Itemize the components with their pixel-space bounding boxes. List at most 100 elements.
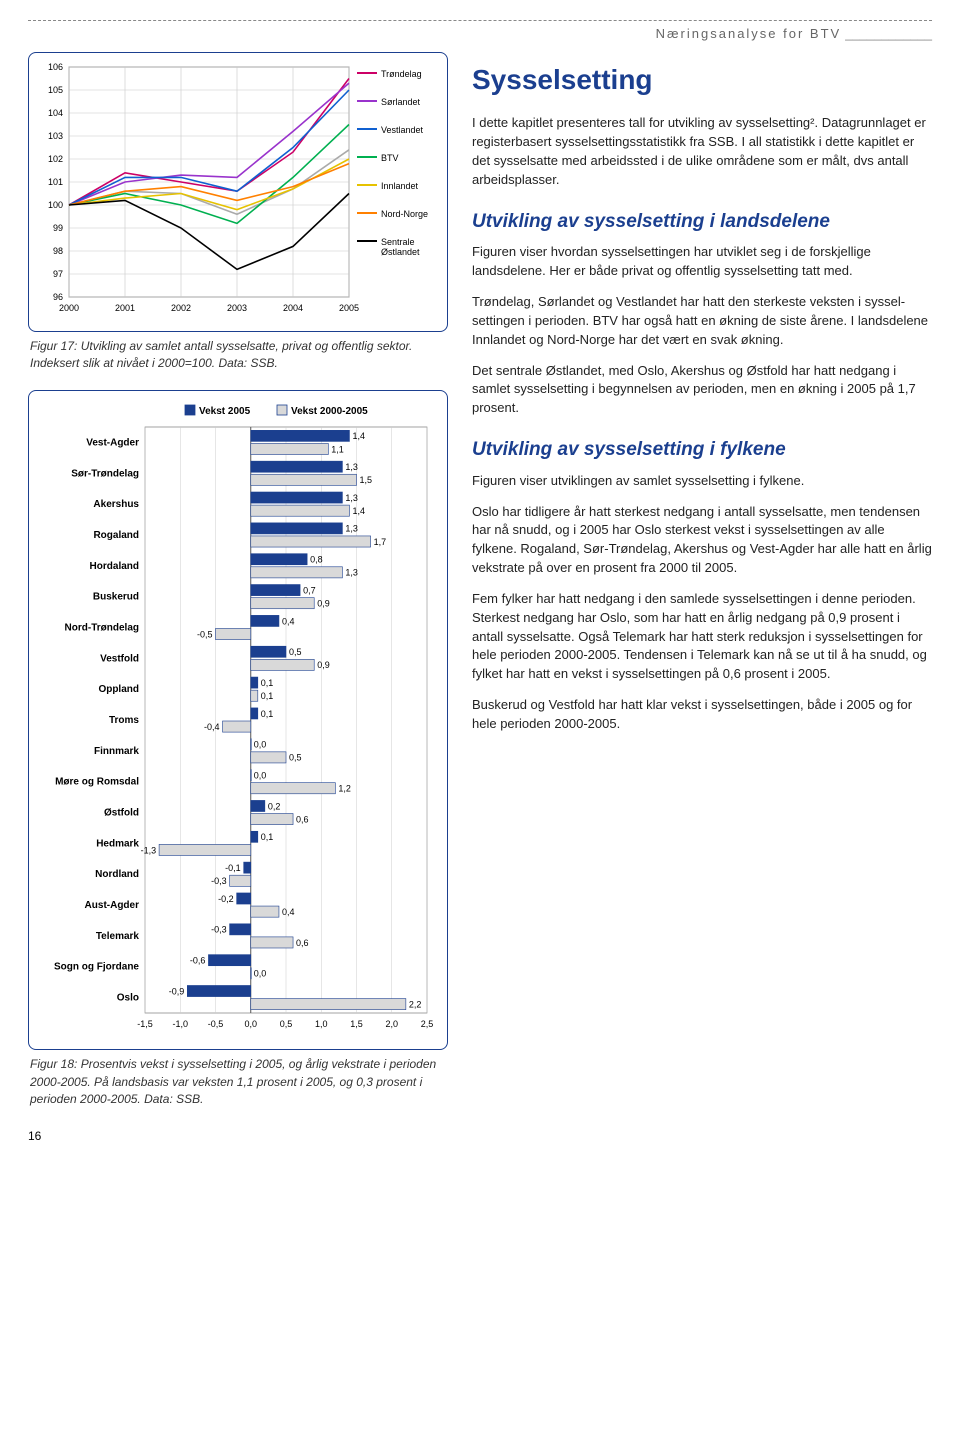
svg-text:Sentrale: Sentrale: [381, 237, 415, 247]
svg-text:Østlandet: Østlandet: [381, 247, 420, 257]
top-rule: [28, 20, 932, 21]
svg-text:-0,3: -0,3: [211, 877, 227, 887]
svg-text:Telemark: Telemark: [96, 931, 140, 942]
svg-text:Møre og Romsdal: Møre og Romsdal: [55, 777, 139, 788]
svg-text:-1,3: -1,3: [141, 846, 157, 856]
bar-chart-svg: Vekst 2005 Vekst 2000-2005 -1,5 -1,0 -0,5 0,0…: [35, 397, 443, 1037]
svg-text:Nord-Norge: Nord-Norge: [381, 209, 428, 219]
svg-text:-0,9: -0,9: [169, 987, 185, 997]
svg-text:1,3: 1,3: [345, 524, 358, 534]
svg-text:2,2: 2,2: [409, 1000, 422, 1010]
figure-17-caption: Figur 17: Utvikling av samlet antall sys…: [30, 338, 446, 373]
svg-text:Rogaland: Rogaland: [93, 530, 139, 541]
svg-text:1,4: 1,4: [352, 506, 365, 516]
svg-text:1,0: 1,0: [315, 1019, 328, 1029]
svg-text:1,5: 1,5: [360, 476, 373, 486]
svg-text:1,3: 1,3: [345, 493, 358, 503]
svg-text:Hedmark: Hedmark: [96, 839, 139, 850]
svg-text:0,4: 0,4: [282, 617, 295, 627]
svg-text:98: 98: [53, 246, 63, 256]
svg-text:1,3: 1,3: [345, 568, 358, 578]
svg-text:Nordland: Nordland: [95, 870, 139, 881]
figure-18-chart: Vekst 2005 Vekst 2000-2005 -1,5 -1,0 -0,5 0,0…: [28, 390, 448, 1050]
svg-text:2003: 2003: [227, 303, 247, 313]
svg-text:1,1: 1,1: [331, 445, 344, 455]
svg-text:0,4: 0,4: [282, 907, 295, 917]
svg-text:0,0: 0,0: [244, 1019, 257, 1029]
svg-text:0,1: 0,1: [261, 678, 274, 688]
svg-text:-0,5: -0,5: [208, 1019, 224, 1029]
page-number: 16: [28, 1128, 448, 1145]
svg-text:Sørlandet: Sørlandet: [381, 97, 421, 107]
svg-text:0,6: 0,6: [296, 938, 309, 948]
header-title: Næringsanalyse for BTV: [656, 26, 842, 41]
paragraph: Trøndelag, Sørlandet og Vestlandet har h…: [472, 293, 932, 350]
paragraph: Oslo har tidligere år hatt sterkest nedg…: [472, 503, 932, 578]
svg-text:0,8: 0,8: [310, 555, 323, 565]
svg-text:0,0: 0,0: [254, 740, 267, 750]
line-chart-svg: 9697989910010110210310410510620002001200…: [35, 59, 443, 319]
subheading-landsdelene: Utvikling av sysselsetting i landsdelene: [472, 208, 932, 236]
svg-text:0,2: 0,2: [268, 802, 281, 812]
svg-text:Vekst 2005: Vekst 2005: [199, 406, 251, 417]
svg-text:2005: 2005: [339, 303, 359, 313]
svg-text:1,5: 1,5: [350, 1019, 363, 1029]
svg-text:103: 103: [48, 131, 63, 141]
svg-text:0,1: 0,1: [261, 833, 274, 843]
svg-text:97: 97: [53, 269, 63, 279]
svg-text:0,6: 0,6: [296, 815, 309, 825]
svg-text:0,5: 0,5: [280, 1019, 293, 1029]
svg-text:2001: 2001: [115, 303, 135, 313]
svg-text:Vekst 2000-2005: Vekst 2000-2005: [291, 406, 368, 417]
svg-text:100: 100: [48, 200, 63, 210]
running-header: Næringsanalyse for BTV____________: [28, 25, 932, 44]
svg-text:BTV: BTV: [381, 153, 399, 163]
svg-text:99: 99: [53, 223, 63, 233]
svg-text:-1,5: -1,5: [137, 1019, 153, 1029]
svg-text:-0,5: -0,5: [197, 630, 213, 640]
svg-text:1,2: 1,2: [338, 784, 351, 794]
svg-text:Vestlandet: Vestlandet: [381, 125, 424, 135]
svg-text:Nord-Trøndelag: Nord-Trøndelag: [65, 623, 139, 634]
paragraph: Det sentrale Østlandet, med Oslo, Akersh…: [472, 362, 932, 419]
svg-text:Oppland: Oppland: [98, 685, 139, 696]
svg-text:2004: 2004: [283, 303, 303, 313]
svg-text:0,1: 0,1: [261, 692, 274, 702]
svg-text:101: 101: [48, 177, 63, 187]
left-column: 9697989910010110210310410510620002001200…: [28, 52, 448, 1146]
svg-text:-0,2: -0,2: [218, 894, 234, 904]
svg-text:-0,3: -0,3: [211, 925, 227, 935]
svg-text:1,3: 1,3: [345, 463, 358, 473]
figure-17-chart: 9697989910010110210310410510620002001200…: [28, 52, 448, 332]
svg-text:Buskerud: Buskerud: [93, 592, 139, 603]
svg-text:102: 102: [48, 154, 63, 164]
svg-text:Innlandet: Innlandet: [381, 181, 419, 191]
svg-text:2,0: 2,0: [385, 1019, 398, 1029]
svg-text:-0,6: -0,6: [190, 956, 206, 966]
section-heading: Sysselsetting: [472, 60, 932, 101]
svg-text:106: 106: [48, 62, 63, 72]
svg-text:0,5: 0,5: [289, 753, 302, 763]
figure-18-caption: Figur 18: Prosentvis vekst i sysselsetti…: [30, 1056, 446, 1108]
svg-text:Trøndelag: Trøndelag: [381, 69, 422, 79]
svg-text:0,7: 0,7: [303, 586, 316, 596]
svg-text:Vestfold: Vestfold: [100, 654, 139, 665]
subheading-fylkene: Utvikling av sysselsetting i fylkene: [472, 436, 932, 464]
svg-text:Sør-Trøndelag: Sør-Trøndelag: [71, 469, 139, 480]
svg-text:Aust-Agder: Aust-Agder: [85, 901, 140, 912]
svg-text:Akershus: Akershus: [93, 500, 139, 511]
svg-text:0,0: 0,0: [254, 969, 267, 979]
svg-text:-1,0: -1,0: [172, 1019, 188, 1029]
svg-text:105: 105: [48, 85, 63, 95]
svg-text:104: 104: [48, 108, 63, 118]
paragraph: Fem fylker har hatt nedgang i den samled…: [472, 590, 932, 684]
svg-text:Oslo: Oslo: [117, 993, 139, 1004]
svg-text:0,9: 0,9: [317, 661, 330, 671]
paragraph: Figuren viser utviklingen av samlet syss…: [472, 472, 932, 491]
svg-text:Finnmark: Finnmark: [94, 746, 139, 757]
svg-text:2002: 2002: [171, 303, 191, 313]
paragraph: Buskerud og Vestfold har hatt klar vekst…: [472, 696, 932, 734]
right-column: Sysselsetting I dette kapitlet presenter…: [472, 52, 932, 1146]
svg-text:1,7: 1,7: [374, 537, 387, 547]
svg-text:Sogn og Fjordane: Sogn og Fjordane: [54, 962, 139, 973]
